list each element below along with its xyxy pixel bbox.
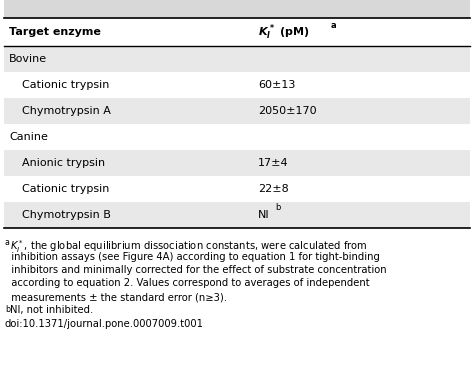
- Text: Cationic trypsin: Cationic trypsin: [22, 184, 109, 194]
- Bar: [4, 176, 470, 202]
- Text: Target enzyme: Target enzyme: [9, 27, 101, 37]
- Text: b: b: [275, 204, 281, 212]
- Text: Canine: Canine: [9, 132, 48, 142]
- Text: a: a: [330, 21, 336, 31]
- Bar: [4, 202, 470, 228]
- Text: 22±8: 22±8: [258, 184, 289, 194]
- Text: Chymotrypsin B: Chymotrypsin B: [22, 210, 111, 220]
- Text: $\bfit{K}_{\bfit{I}}^{\,*}$ $\mathbf{(pM)}$: $\bfit{K}_{\bfit{I}}^{\,*}$ $\mathbf{(pM…: [258, 22, 310, 42]
- Text: a: a: [5, 238, 10, 247]
- Bar: [4, 98, 470, 124]
- Text: b: b: [5, 305, 10, 315]
- Text: Anionic trypsin: Anionic trypsin: [22, 158, 105, 168]
- Bar: [4, 18, 470, 46]
- Bar: [4, 124, 470, 150]
- Bar: [4, 150, 470, 176]
- Text: $K_I^*$, the global equilibrium dissociation constants, were calculated from: $K_I^*$, the global equilibrium dissocia…: [10, 238, 368, 255]
- Text: doi:10.1371/journal.pone.0007009.t001: doi:10.1371/journal.pone.0007009.t001: [5, 319, 204, 329]
- Text: Cationic trypsin: Cationic trypsin: [22, 80, 109, 90]
- Text: NI, not inhibited.: NI, not inhibited.: [10, 305, 93, 315]
- Text: according to equation 2. Values correspond to averages of independent: according to equation 2. Values correspo…: [5, 279, 370, 289]
- Text: inhibitors and minimally corrected for the effect of substrate concentration: inhibitors and minimally corrected for t…: [5, 265, 387, 275]
- Text: inhibition assays (see Figure 4A) according to equation 1 for tight-binding: inhibition assays (see Figure 4A) accord…: [5, 251, 380, 262]
- Text: 17±4: 17±4: [258, 158, 289, 168]
- Text: 2050±170: 2050±170: [258, 106, 317, 116]
- Text: Chymotrypsin A: Chymotrypsin A: [22, 106, 111, 116]
- Text: 60±13: 60±13: [258, 80, 296, 90]
- Bar: [4, 72, 470, 98]
- Bar: [4, 46, 470, 72]
- Bar: [4, 0, 470, 18]
- Text: NI: NI: [258, 210, 270, 220]
- Text: measurements ± the standard error (n≥3).: measurements ± the standard error (n≥3).: [5, 292, 227, 302]
- Text: Bovine: Bovine: [9, 54, 47, 64]
